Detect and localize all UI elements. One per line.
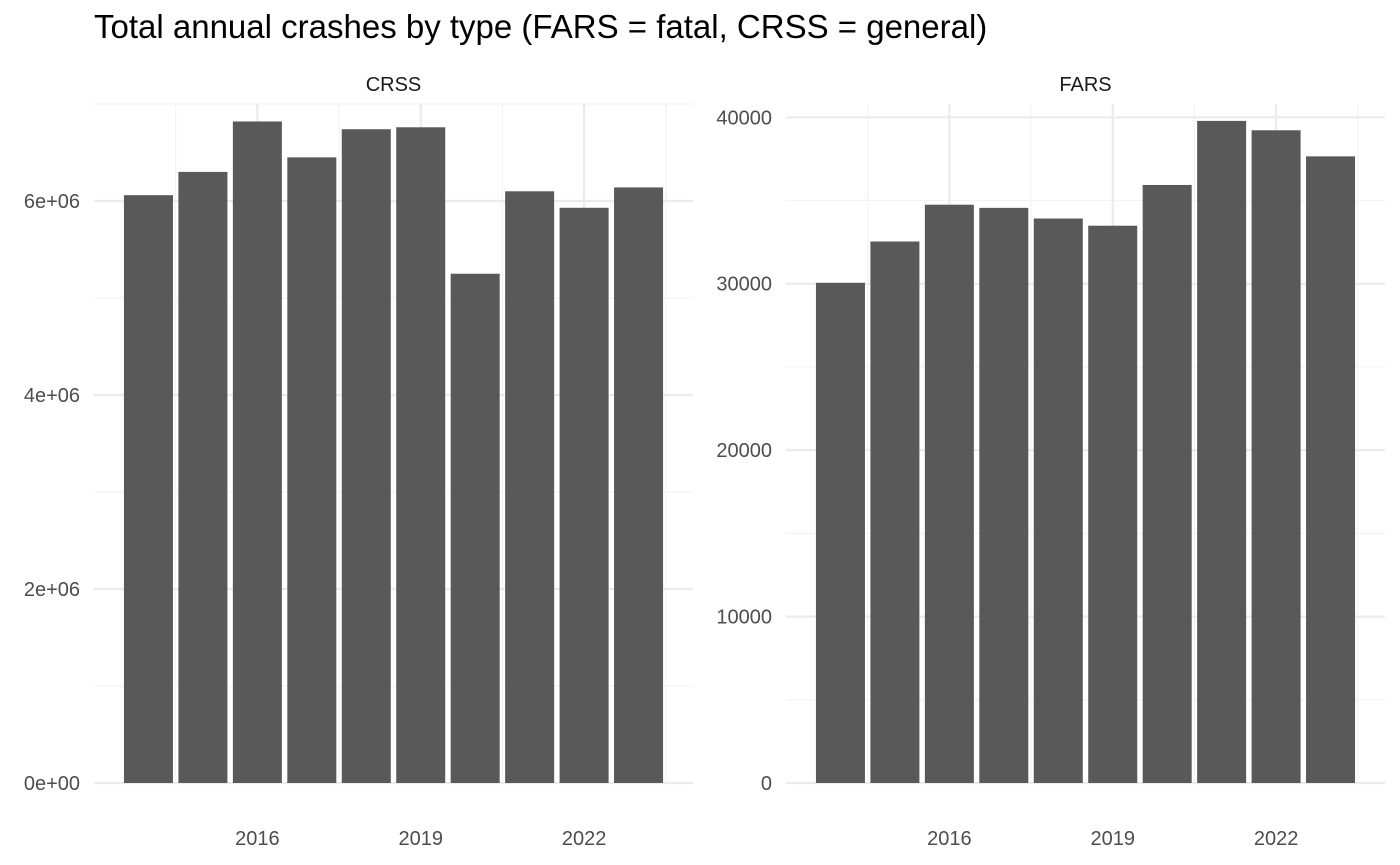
fars-bar-2016: [924, 204, 974, 784]
crss-y-tick-label: 4e+06: [24, 385, 80, 407]
fars-bar-2014: [815, 282, 865, 783]
crss-bar-2014: [123, 195, 173, 783]
fars-bar-2015: [870, 241, 920, 783]
fars-bar-2021: [1197, 120, 1247, 784]
crss-bar-2015: [178, 171, 228, 783]
crss-bar-2017: [287, 157, 337, 784]
crss-x-tick-label: 2019: [398, 828, 443, 850]
fars-bar-2017: [979, 207, 1029, 784]
fars-y-tick-label: 40000: [716, 107, 772, 129]
crss-bar-2018: [341, 129, 391, 784]
crss-bar-2019: [396, 127, 446, 783]
fars-bar-2018: [1033, 218, 1083, 784]
fars-bar-2022: [1251, 130, 1301, 784]
crss-x-tick-label: 2022: [562, 828, 607, 850]
fars-x-tick-label: 2019: [1090, 828, 1135, 850]
fars-bar-2020: [1142, 184, 1192, 783]
fars-bar-2023: [1306, 156, 1356, 784]
crss-bar-2022: [559, 207, 609, 784]
crss-y-tick-label: 2e+06: [24, 579, 80, 601]
fars-y-tick-label: 0: [761, 773, 772, 795]
crss-bar-2021: [505, 191, 555, 784]
crss-y-tick-label: 6e+06: [24, 191, 80, 213]
fars-y-tick-label: 20000: [716, 440, 772, 462]
crss-bar-2023: [614, 187, 664, 784]
fars-panel-label: FARS: [1059, 74, 1111, 96]
crss-bar-2020: [450, 273, 500, 783]
chart-title: Total annual crashes by type (FARS = fat…: [94, 8, 988, 45]
fars-x-tick-label: 2016: [927, 828, 972, 850]
crss-x-tick-label: 2016: [235, 828, 280, 850]
crss-bar-2016: [232, 121, 282, 783]
fars-y-tick-label: 30000: [716, 274, 772, 296]
fars-x-tick-label: 2022: [1254, 828, 1299, 850]
fars-bar-2019: [1088, 225, 1138, 783]
crss-panel-label: CRSS: [366, 74, 422, 96]
crss-y-tick-label: 0e+00: [24, 773, 80, 795]
fars-y-tick-label: 10000: [716, 607, 772, 629]
